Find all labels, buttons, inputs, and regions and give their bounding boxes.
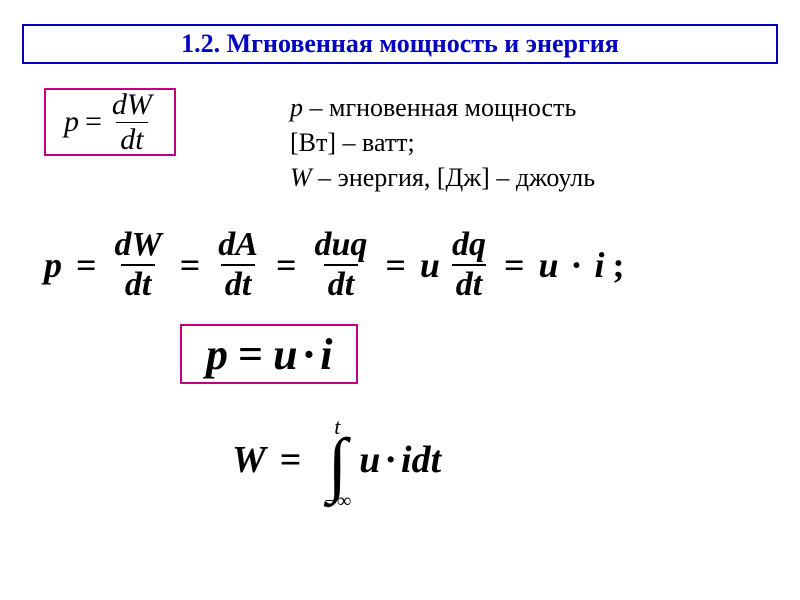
definition-line-2: [Вт] – ватт; — [290, 125, 595, 160]
frac-1: dW dt — [111, 228, 166, 302]
definition-line-3: W – энергия, [Дж] – джоуль — [290, 160, 595, 195]
symbol-w: W — [290, 163, 312, 192]
fraction: dW dt — [108, 90, 156, 155]
den-4: dt — [452, 264, 486, 302]
num-3: duq — [310, 228, 371, 264]
dot-2: · — [302, 329, 317, 380]
sym-idt: idt — [401, 438, 441, 482]
definitions-block: p – мгновенная мощность [Вт] – ватт; W –… — [290, 90, 595, 195]
formula-box-power-definition: p = dW dt — [44, 88, 176, 156]
den-1: dt — [121, 264, 155, 302]
sym-u4: u — [359, 438, 380, 482]
section-title-box: 1.2. Мгновенная мощность и энергия — [22, 24, 778, 64]
energy-integral-formula: W = t ∫ −∞ u · idt — [232, 412, 441, 507]
sym-p2: p — [206, 329, 228, 380]
den-3: dt — [324, 264, 358, 302]
formula-box-power-ui: p = u · i — [180, 324, 358, 384]
equals-sign: = — [85, 105, 102, 139]
dot-3: · — [384, 438, 397, 482]
frac-2: dA dt — [214, 228, 262, 302]
eq-int: = — [280, 438, 302, 482]
def-text-3: – энергия, [Дж] – джоуль — [312, 163, 595, 192]
num-1: dW — [111, 228, 166, 264]
eq-box2: = — [238, 329, 263, 380]
derivation-formula: p = dW dt = dA dt = duq dt = u dq dt = u… — [44, 228, 625, 302]
num-4: dq — [448, 228, 490, 264]
integral-block: t ∫ −∞ — [323, 416, 351, 511]
eq-2: = — [180, 244, 201, 286]
section-title-text: 1.2. Мгновенная мощность и энергия — [181, 29, 619, 59]
sym-p: p — [44, 244, 62, 286]
dot-1: · — [570, 244, 582, 286]
sym-i: i — [595, 244, 605, 286]
frac-4: dq dt — [448, 228, 490, 302]
integral-symbol: ∫ — [327, 434, 347, 495]
eq-3: = — [276, 244, 297, 286]
den-2: dt — [221, 264, 255, 302]
semicolon: ; — [613, 244, 625, 286]
symbol-p: p — [290, 93, 303, 122]
sym-u2: u — [538, 244, 558, 286]
num-2: dA — [214, 228, 262, 264]
sym-u: u — [420, 244, 440, 286]
integral-lower-limit: −∞ — [323, 491, 351, 511]
def-sep: – — [303, 93, 329, 122]
numerator: dW — [108, 90, 156, 122]
sym-u3: u — [273, 329, 297, 380]
eq-4: = — [385, 244, 406, 286]
definition-line-1: p – мгновенная мощность — [290, 90, 595, 125]
def-text: мгновенная мощность — [329, 93, 576, 122]
eq-5: = — [504, 244, 525, 286]
denominator: dt — [116, 122, 147, 155]
eq-1: = — [76, 244, 97, 286]
sym-w2: W — [232, 438, 266, 482]
sym-i2: i — [320, 329, 332, 380]
frac-3: duq dt — [310, 228, 371, 302]
formula-lhs: p — [64, 105, 79, 139]
